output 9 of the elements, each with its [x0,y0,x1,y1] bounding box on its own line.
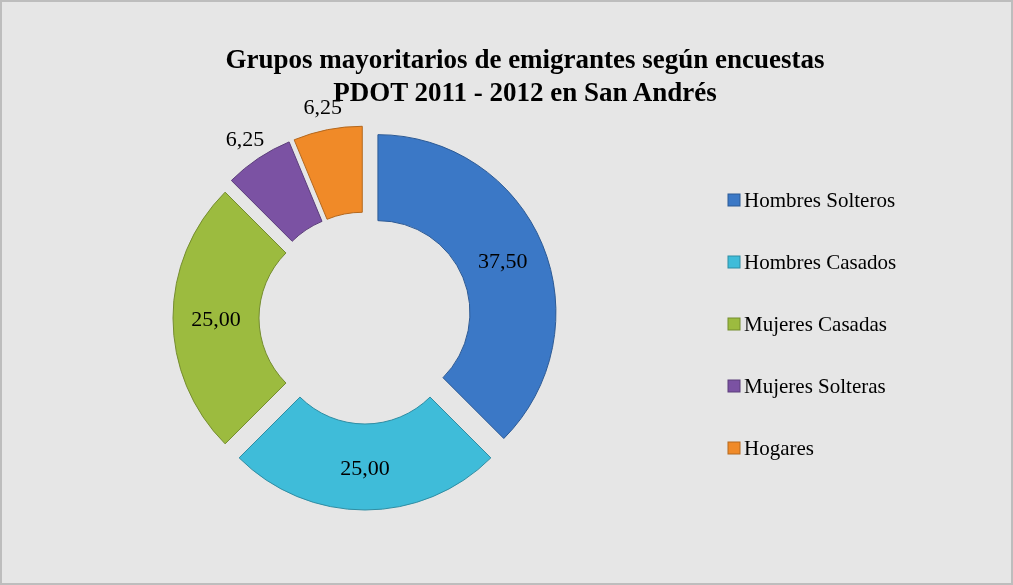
data-label: 25,00 [191,305,241,331]
legend-label: Hombres Casados [744,250,897,274]
legend-label: Hogares [744,436,814,460]
data-label: 6,25 [225,125,265,151]
data-label: 25,00 [340,454,390,480]
legend-label: Hombres Solteros [744,188,896,212]
data-label: 37,50 [477,248,528,274]
legend-label: Mujeres Casadas [744,312,887,336]
legend-label: Mujeres Solteras [744,374,886,398]
